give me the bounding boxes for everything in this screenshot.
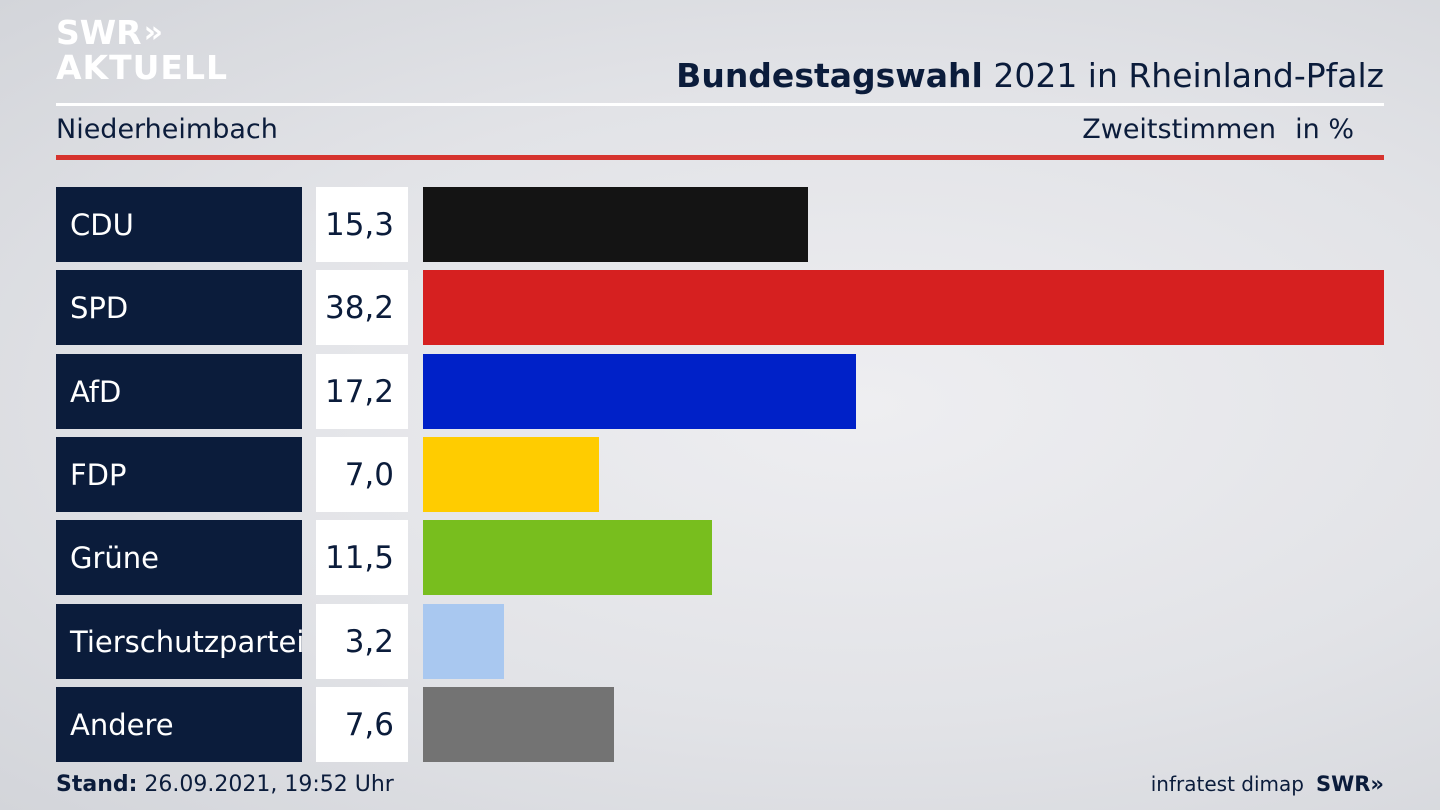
party-label: CDU — [56, 187, 302, 262]
bar — [423, 687, 614, 762]
logo-aktuell-text: AKTUELL — [56, 48, 229, 87]
accent-divider — [56, 155, 1384, 160]
chart-title-rest: 2021 in Rheinland-Pfalz — [993, 56, 1384, 95]
swr-brand: SWR» — [1316, 772, 1384, 796]
bar-row: Grüne 11,5 — [56, 520, 1384, 595]
chart-title: Bundestagswahl 2021 in Rheinland-Pfalz — [676, 56, 1384, 95]
bar-row: SPD 38,2 — [56, 270, 1384, 345]
source-credit: infratest dimap SWR» — [1151, 772, 1384, 796]
bar — [423, 187, 808, 262]
bar — [423, 520, 712, 595]
value-label: 3,2 — [316, 604, 408, 679]
vote-type-label: Zweitstimmen — [1082, 114, 1276, 145]
bar-row: AfD 17,2 — [56, 354, 1384, 429]
bar-row: Tierschutzpartei 3,2 — [56, 604, 1384, 679]
timestamp: Stand: 26.09.2021, 19:52 Uhr — [56, 772, 394, 797]
bar-row: CDU 15,3 — [56, 187, 1384, 262]
timestamp-value: 26.09.2021, 19:52 Uhr — [144, 772, 394, 797]
bar-row: Andere 7,6 — [56, 687, 1384, 762]
unit-label: in % — [1295, 114, 1354, 145]
party-label: FDP — [56, 437, 302, 512]
bar — [423, 354, 856, 429]
swr-aktuell-logo: SWR» AKTUELL — [56, 16, 228, 84]
value-label: 38,2 — [316, 270, 408, 345]
timestamp-label: Stand: — [56, 772, 138, 797]
bar — [423, 604, 504, 679]
party-label: SPD — [56, 270, 302, 345]
logo-chevron-icon: » — [143, 14, 164, 50]
party-label: Grüne — [56, 520, 302, 595]
header-divider — [56, 103, 1384, 106]
logo-swr-text: SWR — [56, 13, 142, 52]
chart-title-bold: Bundestagswahl — [676, 56, 983, 95]
party-label: Tierschutzpartei — [56, 604, 304, 679]
party-label: AfD — [56, 354, 302, 429]
swr-brand-text: SWR — [1315, 772, 1371, 796]
value-label: 7,0 — [316, 437, 408, 512]
party-label: Andere — [56, 687, 302, 762]
bar — [423, 270, 1384, 345]
bar-row: FDP 7,0 — [56, 437, 1384, 512]
value-label: 15,3 — [316, 187, 408, 262]
place-name: Niederheimbach — [56, 114, 278, 145]
value-label: 11,5 — [316, 520, 408, 595]
swr-chevron-icon: » — [1370, 772, 1384, 796]
value-label: 17,2 — [316, 354, 408, 429]
value-label: 7,6 — [316, 687, 408, 762]
bar — [423, 437, 599, 512]
source-name: infratest dimap — [1150, 772, 1304, 796]
